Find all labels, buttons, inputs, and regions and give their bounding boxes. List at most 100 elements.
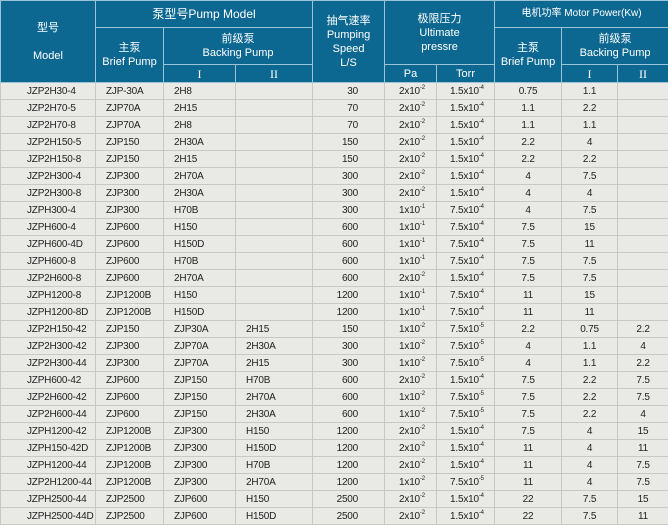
cell-pressure-pa: 2x10-2: [385, 168, 437, 185]
cell-pressure-torr: 1.5x10-4: [437, 457, 495, 474]
cell-pumping-speed: 150: [313, 134, 385, 151]
cell-motor-brief: 0.75: [495, 83, 562, 100]
cell-motor-brief: 4: [495, 185, 562, 202]
cell-pressure-pa: 1x10-1: [385, 253, 437, 270]
cell-pressure-pa: 2x10-2: [385, 508, 437, 525]
cell-backing-pump-2: H70B: [236, 372, 313, 389]
cell-pressure-torr: 1.5x10-4: [437, 100, 495, 117]
cell-backing-pump-2: 2H70A: [236, 474, 313, 491]
cell-pumping-speed: 300: [313, 338, 385, 355]
cell-pumping-speed: 600: [313, 236, 385, 253]
cell-motor-brief: 1.1: [495, 117, 562, 134]
cell-pressure-pa: 1x10-1: [385, 304, 437, 321]
cell-brief-pump: ZJP600: [96, 406, 164, 423]
cell-pumping-speed: 2500: [313, 508, 385, 525]
cell-pressure-pa: 2x10-2: [385, 134, 437, 151]
cell-motor-backing-1: 1.1: [562, 117, 618, 134]
cell-backing-pump-1: 2H30A: [164, 185, 236, 202]
cell-motor-backing-1: 7.5: [562, 168, 618, 185]
cell-motor-backing-1: 7.5: [562, 491, 618, 508]
cell-pumping-speed: 300: [313, 355, 385, 372]
cell-motor-backing-1: 11: [562, 304, 618, 321]
cell-motor-backing-2: 7.5: [618, 474, 668, 491]
cell-motor-backing-2: [618, 253, 668, 270]
cell-brief-pump: ZJP2500: [96, 491, 164, 508]
cell-brief-pump: ZJP600: [96, 372, 164, 389]
cell-motor-backing-1: 2.2: [562, 151, 618, 168]
cell-motor-backing-1: 4: [562, 440, 618, 457]
cell-model: JZPH600-8: [1, 253, 96, 270]
cell-pumping-speed: 300: [313, 202, 385, 219]
cell-backing-pump-2: 2H15: [236, 321, 313, 338]
cell-motor-backing-1: 7.5: [562, 508, 618, 525]
cell-pumping-speed: 70: [313, 100, 385, 117]
cell-brief-pump: ZJP300: [96, 168, 164, 185]
cell-brief-pump: ZJP2500: [96, 508, 164, 525]
cell-backing-pump-1: H150D: [164, 236, 236, 253]
cell-backing-pump-1: ZJP70A: [164, 355, 236, 372]
cell-pumping-speed: 30: [313, 83, 385, 100]
cell-pumping-speed: 600: [313, 372, 385, 389]
cell-pressure-pa: 1x10-1: [385, 219, 437, 236]
cell-backing-pump-2: H150D: [236, 440, 313, 457]
cell-pressure-torr: 7.5x10-4: [437, 219, 495, 236]
cell-motor-brief: 4: [495, 355, 562, 372]
cell-motor-backing-1: 4: [562, 457, 618, 474]
cell-pumping-speed: 600: [313, 389, 385, 406]
cell-model: JZPH1200-8D: [1, 304, 96, 321]
cell-backing-pump-2: [236, 287, 313, 304]
cell-brief-pump: ZJP1200B: [96, 457, 164, 474]
cell-pressure-pa: 1x10-2: [385, 474, 437, 491]
cell-pressure-torr: 1.5x10-4: [437, 168, 495, 185]
cell-pumping-speed: 150: [313, 151, 385, 168]
cell-pressure-torr: 1.5x10-4: [437, 270, 495, 287]
cell-pumping-speed: 70: [313, 117, 385, 134]
cell-pressure-torr: 7.5x10-5: [437, 474, 495, 491]
cell-backing-pump-1: 2H15: [164, 100, 236, 117]
cell-model: JZP2H150-42: [1, 321, 96, 338]
cell-backing-pump-1: ZJP70A: [164, 338, 236, 355]
cell-motor-backing-1: 4: [562, 185, 618, 202]
cell-model: JZPH2500-44: [1, 491, 96, 508]
cell-pressure-pa: 1x10-2: [385, 406, 437, 423]
cell-backing-pump-2: [236, 270, 313, 287]
cell-backing-pump-2: H150: [236, 423, 313, 440]
cell-pressure-pa: 2x10-2: [385, 100, 437, 117]
cell-motor-backing-2: [618, 236, 668, 253]
cell-motor-backing-2: [618, 219, 668, 236]
cell-motor-backing-1: 15: [562, 287, 618, 304]
cell-backing-pump-1: ZJP150: [164, 372, 236, 389]
cell-model: JZPH1200-44: [1, 457, 96, 474]
cell-pressure-torr: 7.5x10-4: [437, 202, 495, 219]
cell-motor-backing-1: 4: [562, 423, 618, 440]
cell-model: JZP2H600-44: [1, 406, 96, 423]
cell-backing-pump-2: [236, 83, 313, 100]
cell-motor-brief: 11: [495, 440, 562, 457]
cell-motor-backing-1: 1.1: [562, 83, 618, 100]
cell-model: JZP2H300-4: [1, 168, 96, 185]
cell-motor-backing-2: [618, 83, 668, 100]
cell-motor-brief: 4: [495, 202, 562, 219]
cell-motor-brief: 7.5: [495, 406, 562, 423]
cell-pressure-torr: 7.5x10-4: [437, 304, 495, 321]
cell-model: JZP2H300-42: [1, 338, 96, 355]
cell-pressure-torr: 7.5x10-5: [437, 406, 495, 423]
cell-pressure-pa: 2x10-2: [385, 372, 437, 389]
cell-motor-backing-2: [618, 134, 668, 151]
header-motor-power: 电机功率 Motor Power(Kw): [495, 1, 668, 28]
cell-backing-pump-2: [236, 219, 313, 236]
